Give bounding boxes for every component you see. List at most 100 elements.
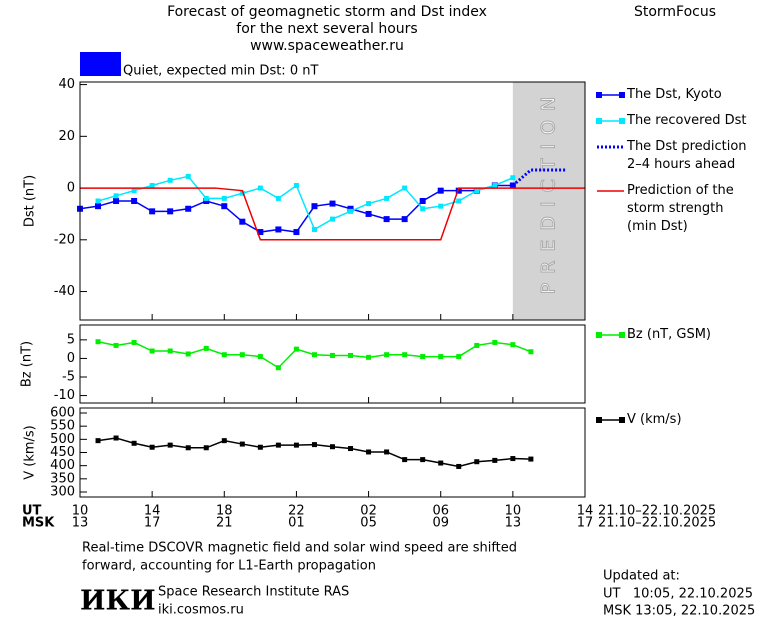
- legend-marker: [619, 332, 625, 338]
- x-tick-label: 13: [505, 516, 522, 531]
- point: [275, 195, 281, 201]
- point: [456, 463, 462, 469]
- point: [384, 352, 390, 358]
- x-tick-label: 22: [288, 504, 305, 519]
- point: [348, 352, 354, 358]
- legend-marker: [596, 92, 602, 98]
- point: [455, 187, 462, 194]
- point: [275, 442, 281, 448]
- point: [528, 349, 534, 355]
- x-tick-label: 18: [216, 504, 233, 519]
- legend-marker: [596, 417, 602, 423]
- point: [420, 457, 426, 463]
- point: [221, 203, 228, 210]
- point: [438, 354, 444, 360]
- prediction-label: PREDICTION: [537, 88, 559, 295]
- x-tick-label: 13: [72, 516, 89, 531]
- point: [167, 442, 173, 448]
- legend-marker: [596, 118, 602, 124]
- point: [311, 442, 317, 448]
- point: [366, 201, 372, 207]
- title: Forecast of geomagnetic storm and Dst in…: [167, 4, 487, 20]
- x-tick-label: 10: [72, 504, 89, 519]
- point: [510, 342, 516, 348]
- point: [330, 216, 335, 222]
- point: [492, 339, 498, 345]
- subtitle: for the next several hours: [236, 21, 417, 37]
- y-tick-label: 350: [50, 471, 75, 486]
- site-url: www.spaceweather.ru: [250, 38, 404, 54]
- series-line: [97, 175, 514, 231]
- legend-label: The Dst prediction 2–4 hours ahead: [627, 139, 747, 172]
- point: [348, 446, 354, 452]
- point: [365, 210, 372, 217]
- y-tick-label: 550: [50, 419, 75, 434]
- point: [203, 198, 210, 204]
- series-line: [79, 184, 513, 233]
- legend-label: The recovered Dst: [627, 113, 747, 128]
- point: [528, 456, 534, 462]
- y-tick-label: 450: [50, 445, 75, 460]
- point: [149, 444, 155, 450]
- y-tick-label: -10: [54, 388, 75, 403]
- point: [347, 205, 354, 212]
- point: [420, 206, 426, 212]
- point: [402, 457, 408, 463]
- point: [330, 444, 335, 450]
- point: [113, 193, 119, 199]
- point: [131, 198, 138, 204]
- panel-frame: [79, 324, 586, 404]
- point: [167, 208, 174, 215]
- point: [474, 342, 480, 348]
- point: [131, 339, 137, 345]
- x-tick-label: 02: [360, 504, 377, 519]
- point: [438, 460, 444, 466]
- panel-frame: [79, 407, 586, 498]
- y-tick-label: 300: [50, 484, 75, 499]
- point: [257, 185, 263, 191]
- point: [293, 442, 299, 448]
- x-tick-label: 14: [577, 504, 594, 519]
- y-tick-label: 40: [58, 77, 75, 92]
- y-axis-label: Dst (nT): [23, 175, 38, 227]
- point: [149, 208, 156, 215]
- x-row-name: MSK: [22, 516, 55, 531]
- prediction-band: [512, 82, 585, 320]
- point: [257, 444, 263, 450]
- legend-label: The Dst, Kyoto: [627, 87, 722, 102]
- series-line: [80, 187, 585, 241]
- point: [275, 365, 281, 371]
- y-tick-label: 0: [67, 351, 75, 366]
- institute: Space Research Institute RAS: [158, 585, 349, 600]
- point: [311, 203, 318, 210]
- point: [131, 188, 137, 194]
- point: [384, 195, 390, 201]
- point: [185, 351, 191, 357]
- point: [311, 352, 317, 358]
- y-tick-label: 20: [58, 129, 75, 144]
- y-tick-label: 0: [67, 181, 75, 196]
- point: [383, 216, 390, 223]
- y-tick-label: -5: [62, 370, 75, 385]
- status-swatch: [80, 52, 121, 76]
- panel-frame: [79, 81, 586, 321]
- point: [113, 198, 120, 204]
- point: [510, 175, 516, 181]
- x-tick-label: 06: [432, 504, 449, 519]
- point: [420, 354, 426, 360]
- x-row-dates: 21.10–22.10.2025: [598, 504, 716, 519]
- point: [329, 200, 336, 207]
- point: [167, 348, 173, 354]
- point: [456, 198, 462, 204]
- point: [330, 352, 335, 358]
- point: [311, 226, 317, 232]
- y-tick-label: 400: [50, 458, 75, 473]
- point: [419, 198, 426, 204]
- point: [366, 354, 372, 360]
- point: [402, 352, 408, 358]
- point: [203, 445, 209, 451]
- point: [257, 229, 264, 236]
- x-tick-label: 01: [288, 516, 305, 531]
- status-text: Quiet, expected min Dst: 0 nT: [123, 64, 318, 79]
